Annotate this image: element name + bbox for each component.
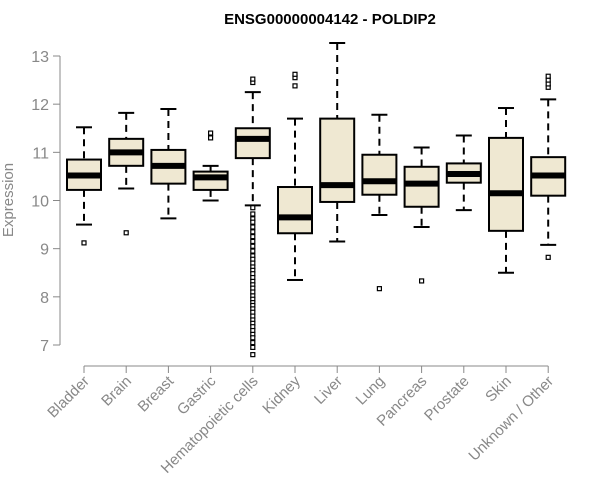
outlier-point	[292, 83, 298, 89]
box-group	[150, 107, 187, 220]
y-tick-label: 12	[31, 97, 49, 114]
x-tick-label: Breast	[135, 372, 178, 415]
outlier-point	[250, 211, 256, 217]
outlier-point	[250, 205, 256, 211]
y-tick-label: 9	[40, 242, 49, 259]
y-tick-label: 8	[40, 290, 49, 307]
box-group	[403, 146, 440, 284]
outlier-point	[250, 352, 256, 358]
outlier-point	[250, 224, 256, 230]
box-group	[361, 113, 398, 292]
box-group	[192, 130, 229, 202]
x-tick-label: Kidney	[259, 372, 304, 417]
box-group	[488, 107, 524, 274]
chart-title: ENSG00000004142 - POLDIP2	[224, 11, 436, 28]
outlier-point	[250, 335, 256, 341]
outlier-point	[250, 238, 256, 245]
outlier-point	[250, 229, 256, 235]
y-axis: 7 8 9 10 11 12 13	[31, 49, 61, 355]
box-iqr	[319, 117, 356, 203]
outlier-point	[376, 286, 382, 292]
box-group	[530, 73, 567, 260]
x-tick-label: Brain	[98, 373, 135, 410]
box-group	[319, 41, 356, 243]
outlier-point	[208, 135, 214, 141]
outlier-point	[81, 240, 87, 246]
box-iqr	[361, 153, 398, 196]
box-group	[234, 76, 271, 358]
outlier-point	[123, 230, 129, 236]
box-iqr	[234, 127, 271, 160]
box-group	[66, 126, 102, 246]
outlier-point	[419, 278, 425, 284]
outlier-point	[250, 219, 256, 225]
outlier-point	[545, 73, 551, 79]
box-group	[277, 71, 313, 281]
x-tick-label: Skin	[482, 373, 515, 406]
x-tick-label: Prostate	[421, 373, 473, 425]
x-tick-label: Bladder	[44, 373, 93, 422]
outlier-point	[250, 248, 256, 254]
y-axis-label: Expression	[0, 163, 17, 237]
box-iqr	[488, 136, 524, 232]
outlier-point	[250, 344, 256, 351]
outlier-point	[250, 339, 256, 346]
x-tick-label: Lung	[353, 373, 389, 409]
box-group	[445, 134, 482, 212]
box-iqr	[403, 165, 440, 208]
box-group	[108, 111, 145, 236]
box-iqr	[192, 170, 229, 191]
outlier-point	[292, 71, 298, 77]
outlier-point	[545, 254, 551, 260]
boxes-layer	[66, 41, 567, 358]
outlier-point	[208, 130, 214, 136]
outlier-point	[250, 76, 256, 82]
outlier-point	[250, 234, 256, 240]
x-tick-label: Liver	[311, 373, 346, 408]
outlier-point	[250, 243, 256, 249]
y-tick-label: 10	[31, 194, 49, 211]
y-tick-label: 13	[31, 49, 49, 66]
y-tick-label: 11	[32, 145, 49, 162]
y-tick-label: 7	[40, 338, 49, 355]
box-iqr	[277, 186, 313, 235]
